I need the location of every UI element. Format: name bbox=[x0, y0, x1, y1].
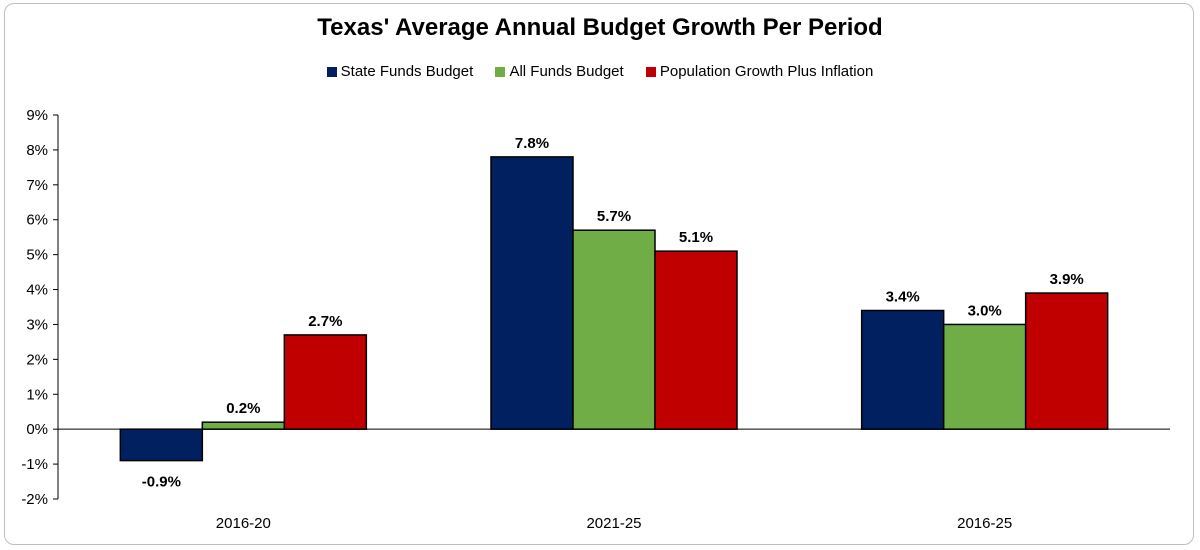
y-tick-label: 8% bbox=[26, 142, 48, 159]
data-label: 2.7% bbox=[308, 313, 342, 330]
bar bbox=[572, 229, 656, 430]
data-label: 7.8% bbox=[515, 135, 549, 152]
data-label: -0.9% bbox=[142, 474, 181, 491]
x-tick-label: 2021-25 bbox=[586, 515, 641, 532]
legend-swatch-state-funds bbox=[326, 66, 337, 77]
legend-label-population-growth: Population Growth Plus Inflation bbox=[659, 62, 874, 80]
legend-item-population-growth: Population Growth Plus Inflation bbox=[645, 62, 874, 80]
y-tick-label: 4% bbox=[26, 282, 48, 299]
legend-swatch-population-growth bbox=[645, 66, 656, 77]
legend-swatch-all-funds bbox=[495, 66, 506, 77]
bar bbox=[654, 250, 738, 430]
legend-label-all-funds: All Funds Budget bbox=[509, 62, 624, 80]
x-tick-label: 2016-25 bbox=[957, 515, 1012, 532]
y-tick-label: 2% bbox=[26, 351, 48, 368]
y-tick-label: 5% bbox=[26, 247, 48, 264]
x-tick-label: 2016-20 bbox=[216, 515, 271, 532]
legend-item-state-funds: State Funds Budget bbox=[326, 62, 474, 80]
y-tick-label: 7% bbox=[26, 177, 48, 194]
data-label: 5.1% bbox=[679, 229, 713, 246]
data-label: 5.7% bbox=[597, 208, 631, 225]
data-label: 3.4% bbox=[886, 288, 920, 305]
y-tick-label: 6% bbox=[26, 212, 48, 229]
y-tick-label: 3% bbox=[26, 316, 48, 333]
legend-item-all-funds: All Funds Budget bbox=[495, 62, 624, 80]
bar bbox=[490, 156, 574, 430]
bar bbox=[201, 421, 286, 430]
chart-legend: State Funds Budget All Funds Budget Popu… bbox=[0, 62, 1200, 80]
legend-label-state-funds: State Funds Budget bbox=[340, 62, 474, 80]
y-tick-label: 1% bbox=[26, 386, 48, 403]
bar bbox=[942, 323, 1027, 430]
bar bbox=[1024, 292, 1109, 430]
y-tick-label: -2% bbox=[21, 491, 48, 508]
y-tick-label: -1% bbox=[21, 456, 48, 473]
bar bbox=[860, 309, 945, 430]
chart-title: Texas' Average Annual Budget Growth Per … bbox=[317, 14, 883, 41]
bar bbox=[119, 428, 204, 462]
data-label: 3.9% bbox=[1050, 271, 1084, 288]
data-label: 3.0% bbox=[968, 302, 1002, 319]
y-tick-label: 0% bbox=[26, 421, 48, 438]
data-label: 0.2% bbox=[226, 400, 260, 417]
bar bbox=[283, 334, 368, 430]
y-tick-label: 9% bbox=[26, 107, 48, 124]
